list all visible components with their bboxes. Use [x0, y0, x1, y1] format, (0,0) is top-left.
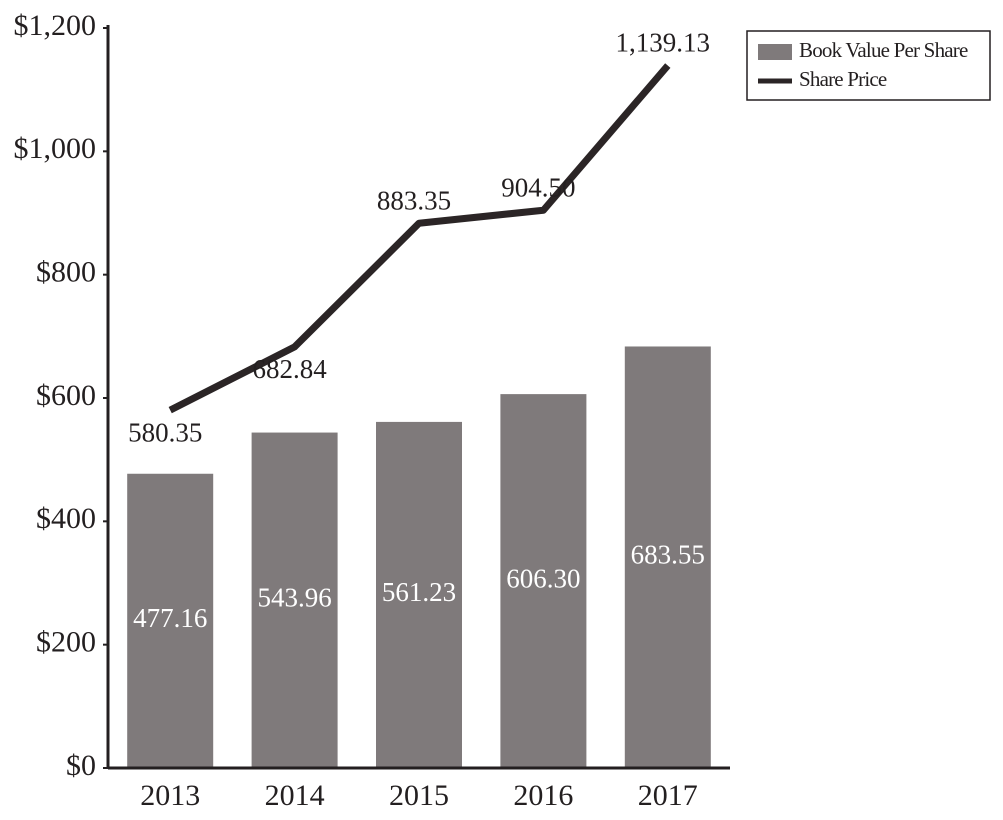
- legend: Book Value Per Share Share Price: [746, 30, 991, 101]
- x-tick-label: 2017: [638, 779, 698, 812]
- x-tick-label: 2015: [389, 779, 449, 812]
- y-tick-label: $200: [36, 626, 96, 659]
- y-tick-label: $400: [36, 502, 96, 535]
- bar: [376, 421, 462, 768]
- legend-swatch: [758, 44, 792, 60]
- bar-value-label: 606.30: [506, 563, 580, 593]
- y-tick-label: $0: [66, 749, 96, 782]
- bar-value-label: 561.23: [382, 577, 456, 607]
- line-value-label: 904.50: [501, 172, 575, 202]
- legend-box: [746, 30, 991, 101]
- legend-label: Share Price: [799, 67, 887, 91]
- bar-value-label: 543.96: [257, 582, 331, 612]
- y-tick-label: $1,200: [14, 9, 97, 42]
- line-value-label: 883.35: [377, 185, 451, 215]
- y-tick-label: $800: [36, 256, 96, 289]
- x-tick-label: 2016: [513, 779, 573, 812]
- line: [168, 63, 671, 414]
- x-tick-label: 2013: [140, 779, 200, 812]
- line-value-label: 682.84: [252, 354, 327, 384]
- y-tick-label: $1,000: [14, 132, 97, 165]
- bar: [624, 346, 711, 768]
- legend-label: Book Value Per Share: [799, 38, 968, 62]
- y-tick-label: $600: [36, 379, 96, 412]
- bar-value-label: 683.55: [631, 539, 705, 569]
- bar: [127, 473, 214, 768]
- bar-value-label: 477.16: [133, 603, 207, 633]
- line-value-label: 1,139.13: [616, 28, 711, 58]
- bar: [500, 394, 587, 768]
- line-value-label: 580.35: [128, 417, 202, 447]
- bar: [251, 432, 338, 768]
- x-tick-label: 2014: [265, 779, 325, 812]
